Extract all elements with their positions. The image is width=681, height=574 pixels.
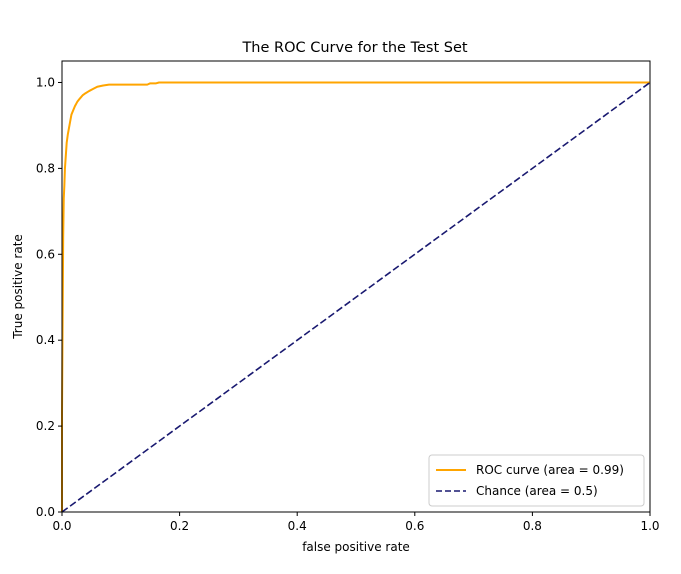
x-tick-label: 0.4 (288, 519, 307, 533)
plot-frame (61, 60, 651, 513)
x-tick-label: 0.6 (405, 519, 424, 533)
x-tick-label: 0.0 (52, 519, 71, 533)
x-tick-label: 0.8 (523, 519, 542, 533)
series-line-1 (61, 81, 651, 513)
y-tick-label: 0.4 (36, 333, 55, 347)
y-tick-label: 1.0 (36, 75, 55, 89)
series-layer (61, 81, 651, 513)
x-axis-ticks: 0.0 0.2 0.4 0.6 0.8 1.0 (52, 512, 660, 533)
plot-area (61, 60, 651, 513)
y-axis-ticks: 0.0 0.2 0.4 0.6 0.8 1.0 (36, 75, 62, 519)
x-tick-label: 0.2 (170, 519, 189, 533)
y-tick-label: 0.0 (36, 505, 55, 519)
legend-label-1: Chance (area = 0.5) (476, 484, 598, 498)
y-tick-label: 0.2 (36, 419, 55, 433)
y-tick-label: 0.6 (36, 247, 55, 261)
y-axis-label: True positive rate (11, 234, 25, 340)
series-line-0 (61, 81, 650, 512)
x-axis-label: false positive rate (302, 540, 410, 554)
plot-background (62, 61, 650, 512)
legend-box (428, 454, 645, 507)
legend: ROC curve (area = 0.99) Chance (area = 0.… (428, 454, 645, 507)
legend-label-0: ROC curve (area = 0.99) (476, 463, 624, 477)
x-tick-label: 1.0 (640, 519, 659, 533)
chart-title: The ROC Curve for the Test Set (241, 40, 467, 56)
y-tick-label: 0.8 (36, 161, 55, 175)
